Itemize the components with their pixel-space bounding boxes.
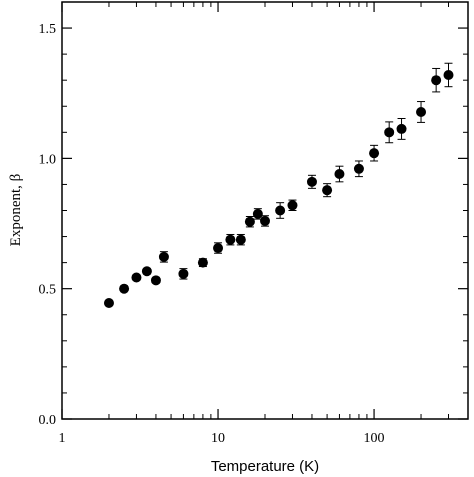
data-point bbox=[158, 251, 169, 262]
data-point bbox=[396, 123, 407, 134]
y-tick-label: 1.5 bbox=[39, 22, 57, 37]
data-point bbox=[287, 200, 298, 211]
data-point bbox=[275, 205, 286, 216]
data-point bbox=[131, 272, 142, 283]
x-tick-label: 100 bbox=[364, 431, 385, 446]
y-tick-label: 1.0 bbox=[39, 152, 57, 167]
data-point bbox=[306, 176, 317, 187]
data-point bbox=[416, 106, 427, 117]
y-tick-label: 0.0 bbox=[39, 413, 57, 428]
data-point bbox=[197, 257, 208, 268]
data-point bbox=[322, 185, 333, 196]
data-point bbox=[443, 69, 454, 80]
data-points bbox=[103, 62, 454, 309]
data-point bbox=[384, 127, 395, 138]
data-point bbox=[178, 268, 189, 279]
x-axis-title: Temperature (K) bbox=[211, 458, 319, 475]
data-point bbox=[252, 208, 263, 219]
data-point bbox=[141, 266, 152, 277]
data-point bbox=[225, 234, 236, 245]
data-point bbox=[244, 216, 255, 227]
y-tick-label: 0.5 bbox=[39, 283, 57, 298]
x-tick-label: 10 bbox=[211, 431, 225, 446]
axis-ticks bbox=[61, 2, 469, 420]
data-point bbox=[235, 234, 246, 245]
data-point bbox=[103, 298, 114, 309]
data-point bbox=[150, 275, 161, 286]
data-point bbox=[334, 169, 345, 180]
x-tick-label: 1 bbox=[59, 431, 66, 446]
y-axis-title: Exponent, β bbox=[8, 174, 24, 247]
data-point bbox=[353, 163, 364, 174]
plot-frame bbox=[61, 1, 469, 420]
data-point bbox=[260, 215, 270, 226]
data-point bbox=[369, 148, 380, 159]
data-point bbox=[213, 243, 224, 254]
data-point bbox=[431, 75, 442, 86]
data-point bbox=[119, 283, 130, 294]
tick-labels: 1 10 100 0.0 0.5 1.0 1.5 bbox=[39, 22, 385, 446]
